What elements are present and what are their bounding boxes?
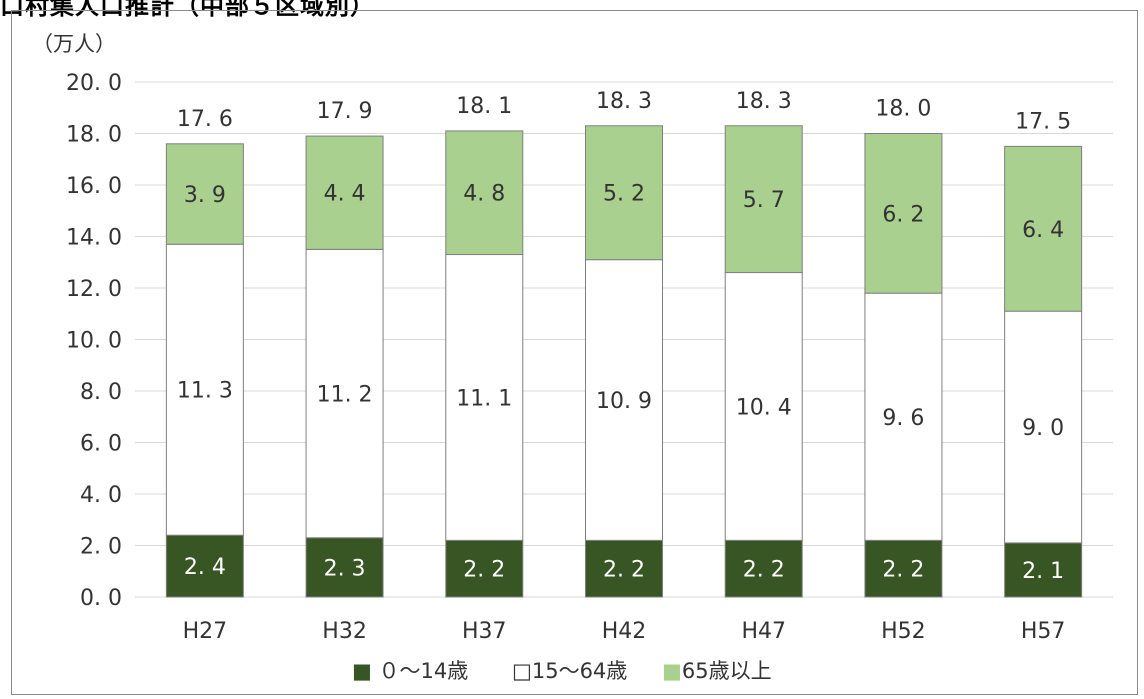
bar-segment <box>724 125 803 274</box>
segment-value-label: 2. 2 <box>603 558 645 583</box>
y-tick-label: 18. 0 <box>66 123 122 148</box>
y-tick-label: 8. 0 <box>80 380 122 405</box>
bars <box>165 125 1083 598</box>
bar-segment <box>585 539 663 598</box>
bar-segment <box>305 135 384 250</box>
bar-segment <box>864 133 943 294</box>
total-value-label: 18. 3 <box>596 89 652 114</box>
segment-value-label: 5. 2 <box>603 182 645 207</box>
segment-value-label: 9. 6 <box>882 406 924 431</box>
bar-segment <box>1004 145 1083 312</box>
segment-value-label: 6. 2 <box>882 202 924 227</box>
x-tick-label: H52 <box>881 619 926 644</box>
bar-segment <box>1004 542 1083 598</box>
bar-segment <box>724 272 803 541</box>
segment-value-label: 10. 4 <box>736 395 792 420</box>
legend-swatch: □ <box>512 659 532 683</box>
y-tick-label: 12. 0 <box>66 277 122 302</box>
legend-entry: □15～64歳 <box>512 659 627 683</box>
segment-value-label: 2. 2 <box>882 558 924 583</box>
segment-value-label: 5. 7 <box>743 188 785 213</box>
chart-frame <box>11 10 1138 695</box>
segment-value-label: 2. 3 <box>324 556 366 581</box>
bar-segment <box>165 534 244 598</box>
total-value-label: 17. 9 <box>317 99 373 124</box>
bar-segment <box>1004 310 1083 544</box>
x-tick-label: H42 <box>602 619 647 644</box>
bar-segment <box>445 254 524 541</box>
legend-label: ０～14歳 <box>372 659 468 683</box>
segment-value-label: 4. 8 <box>463 182 505 207</box>
y-tick-label: 20. 0 <box>66 71 122 96</box>
legend-swatch: ■ <box>662 659 682 683</box>
legend: ■ ０～14歳 □15～64歳 ■65歳以上 <box>352 659 772 683</box>
segment-value-label: 10. 9 <box>596 389 652 414</box>
x-tick-label: H57 <box>1021 619 1066 644</box>
legend-entry: ■ ０～14歳 <box>352 659 468 683</box>
segment-value-label: 2. 4 <box>184 555 226 580</box>
total-value-label: 17. 5 <box>1015 109 1071 134</box>
bar-segment <box>585 259 663 541</box>
bar-segment <box>445 130 524 256</box>
bar-segment <box>864 292 943 541</box>
x-tick-label: H27 <box>183 619 228 644</box>
y-tick-label: 6. 0 <box>80 432 122 457</box>
legend-label: 15～64歳 <box>532 659 627 683</box>
total-value-label: 18. 1 <box>456 94 512 119</box>
segment-value-label: 2. 2 <box>743 558 785 583</box>
segment-value-label: 9. 0 <box>1022 416 1064 441</box>
y-axis-unit-label: （万人） <box>32 32 116 56</box>
bar-segment <box>585 125 663 261</box>
segment-value-label: 3. 9 <box>184 183 226 208</box>
bar-segment <box>724 539 803 598</box>
y-tick-label: 4. 0 <box>80 483 122 508</box>
y-tick-label: 14. 0 <box>66 226 122 251</box>
data-labels: 2. 4 11. 3 3. 9 17. 6 2. 3 11. 2 4. 4 17. 9 2. 2… <box>177 89 1071 584</box>
bar-segment <box>305 248 384 539</box>
y-tick-label: 2. 0 <box>80 535 122 560</box>
legend-entry: ■65歳以上 <box>662 659 772 683</box>
segment-value-label: 4. 4 <box>324 182 366 207</box>
segment-value-label: 2. 2 <box>463 558 505 583</box>
segment-value-label: 6. 4 <box>1022 218 1064 243</box>
x-axis-ticks: H27 H32 H37 H42 H47 H52 H57 <box>183 619 1066 644</box>
x-tick-label: H32 <box>322 619 367 644</box>
legend-label: 65歳以上 <box>682 659 772 683</box>
bar-segment <box>165 243 244 536</box>
bar-segment <box>864 539 943 598</box>
segment-value-label: 11. 1 <box>456 386 512 411</box>
bar-segment <box>305 537 384 598</box>
total-value-label: 17. 6 <box>177 107 233 132</box>
bar-segment <box>165 143 244 245</box>
total-value-label: 18. 3 <box>736 89 792 114</box>
y-tick-label: 10. 0 <box>66 329 122 354</box>
segment-value-label: 2. 1 <box>1022 559 1064 584</box>
legend-swatch: ■ <box>352 659 372 683</box>
bar-segment <box>445 539 524 598</box>
segment-value-label: 11. 3 <box>177 379 233 404</box>
x-tick-label: H47 <box>741 619 786 644</box>
total-value-label: 18. 0 <box>875 97 931 122</box>
y-tick-label: 0. 0 <box>80 586 122 611</box>
y-tick-label: 16. 0 <box>66 174 122 199</box>
segment-value-label: 11. 2 <box>317 383 373 408</box>
y-axis-ticks: 0. 0 2. 0 4. 0 6. 0 8. 0 10. 0 12. 0 14. 0 16. 0… <box>66 71 122 611</box>
x-tick-label: H37 <box>462 619 507 644</box>
